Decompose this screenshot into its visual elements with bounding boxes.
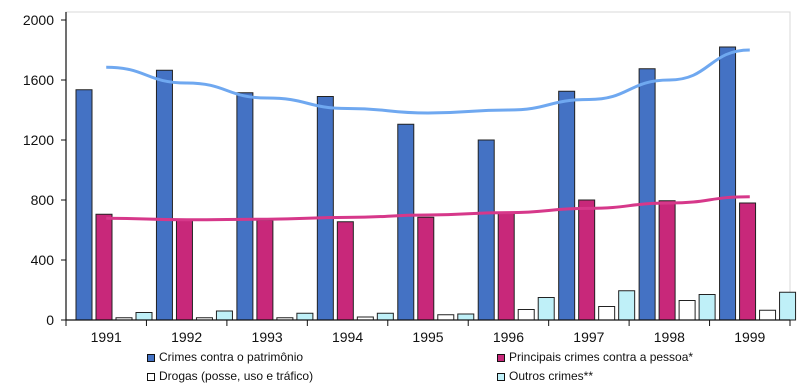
legend-label-3: Outros crimes**	[509, 369, 594, 383]
trendline-1	[106, 195, 750, 222]
bars-layer	[75, 46, 797, 321]
x-tick-label-5: 1996	[493, 329, 524, 345]
bar-1-0	[95, 213, 113, 321]
y-tick-label-1: 400	[31, 252, 55, 268]
bar-3-3	[376, 312, 394, 321]
bar-3-7	[698, 294, 716, 321]
bar-1-3	[336, 221, 354, 321]
bar-0-4	[397, 123, 415, 321]
x-tick-label-4: 1995	[412, 329, 443, 345]
y-ticks: 0 400 800 1200 1600 2000	[23, 12, 66, 328]
x-tick-label-1: 1992	[171, 329, 202, 345]
bar-1-4	[417, 216, 435, 321]
trendline-0	[106, 48, 750, 115]
legend-label-1: Principais crimes contra a pessoa*	[509, 350, 694, 364]
bar-1-6	[578, 199, 596, 321]
bar-0-1	[155, 69, 173, 321]
trendlines-layer	[106, 48, 750, 222]
legend-item-1: Principais crimes contra a pessoa*	[497, 350, 693, 364]
x-tick-label-2: 1993	[252, 329, 283, 345]
x-tick-label-3: 1994	[332, 329, 363, 345]
x-ticks: 1991 1992 1993 1994 1995 1996 1997 1998 1999	[65, 320, 791, 345]
legend-item-2: Drogas (posse, uso e tráfico)	[147, 369, 313, 383]
bar-3-0	[135, 312, 153, 321]
bar-3-6	[618, 290, 636, 321]
y-tick-label-4: 1600	[23, 72, 54, 88]
x-tick-label-8: 1999	[734, 329, 765, 345]
bar-3-4	[457, 313, 475, 321]
bar-2-6	[598, 306, 616, 321]
legend-item-0: Crimes contra o patrimônio	[147, 350, 303, 364]
x-tick-label-0: 1991	[91, 329, 122, 345]
y-tick-label-0: 0	[46, 312, 54, 328]
bar-0-5	[477, 139, 495, 321]
legend-label-0: Crimes contra o patrimônio	[159, 350, 304, 364]
bar-0-6	[558, 90, 576, 321]
bar-3-8	[779, 291, 797, 321]
bar-2-4	[437, 314, 455, 321]
legend-swatch-1	[497, 354, 505, 362]
legend-label-2: Drogas (posse, uso e tráfico)	[159, 369, 314, 383]
x-tick-label-6: 1997	[573, 329, 604, 345]
bar-3-5	[537, 297, 555, 321]
bar-0-3	[316, 96, 334, 321]
bar-2-8	[759, 309, 777, 321]
y-tick-label-2: 800	[31, 192, 55, 208]
legend-swatch-0	[147, 354, 155, 362]
bar-1-1	[175, 219, 193, 321]
bar-0-8	[719, 46, 737, 321]
bar-1-7	[658, 200, 676, 321]
bar-3-1	[215, 310, 233, 321]
y-tick-label-3: 1200	[23, 132, 54, 148]
bar-3-2	[296, 312, 314, 321]
legend-swatch-2	[147, 373, 155, 381]
legend-item-3: Outros crimes**	[497, 369, 593, 383]
bar-1-2	[256, 219, 274, 321]
bar-2-7	[678, 300, 696, 321]
bar-1-5	[497, 211, 515, 321]
bar-2-5	[517, 309, 535, 321]
bar-0-7	[638, 68, 656, 321]
legend-swatch-3	[497, 373, 505, 381]
bar-1-8	[739, 202, 757, 321]
bar-0-0	[75, 89, 93, 321]
y-tick-label-5: 2000	[23, 12, 54, 28]
x-tick-label-7: 1998	[654, 329, 685, 345]
bar-0-2	[236, 92, 254, 321]
